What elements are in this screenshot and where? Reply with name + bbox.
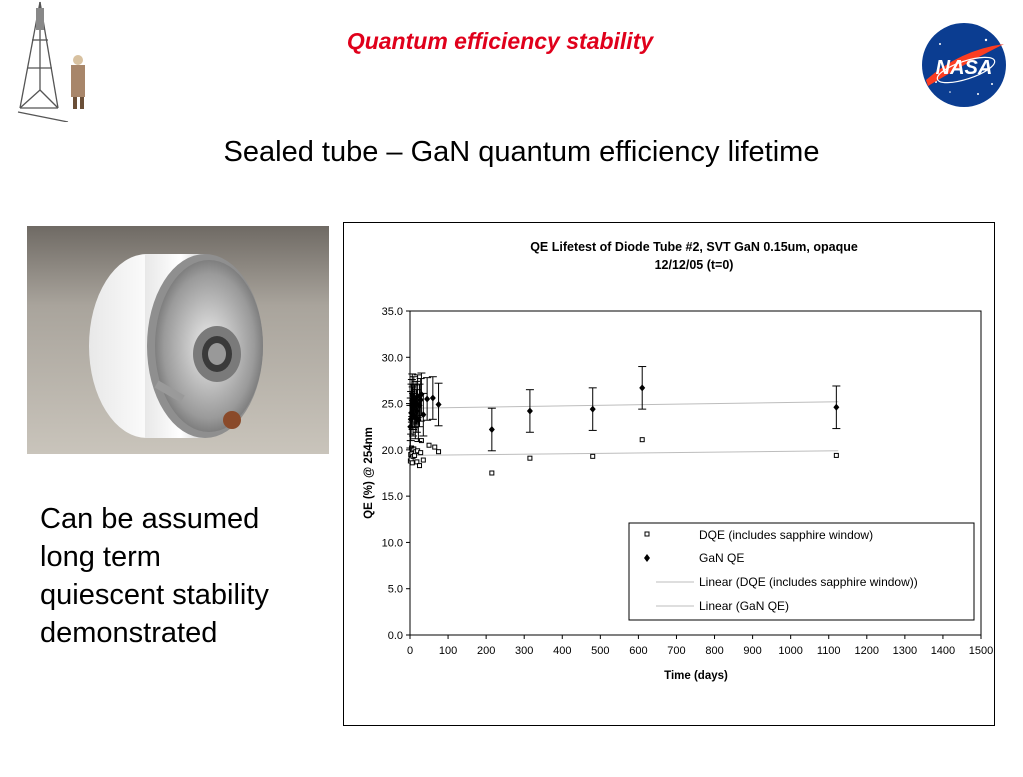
x-tick-label: 1400: [931, 645, 955, 657]
dqe-point: [420, 457, 426, 463]
y-tick-label: 20.0: [382, 445, 403, 457]
legend-label-dqe: DQE (includes sapphire window): [699, 528, 873, 542]
legend-box: [628, 522, 975, 621]
x-tick-label: 400: [553, 645, 571, 657]
dqe-point: [590, 453, 596, 459]
legend-label-gan: GaN QE: [699, 551, 744, 565]
gan-point: [424, 395, 431, 403]
chart-subtitle: 12/12/05 (t=0): [655, 258, 734, 272]
nasa-logo-icon: NASA: [922, 23, 1006, 107]
caption-line: demonstrated: [40, 617, 218, 649]
dqe-point: [417, 463, 423, 469]
dqe-point: [527, 455, 533, 461]
legend-label-linear-gan: Linear (GaN QE): [699, 599, 789, 613]
x-tick-label: 1100: [817, 645, 841, 657]
x-tick-label: 1300: [893, 645, 917, 657]
caption-line: quiescent stability: [40, 579, 269, 611]
x-tick-label: 1200: [855, 645, 879, 657]
gan-point: [429, 394, 436, 402]
x-tick-label: 200: [477, 645, 495, 657]
x-tick-label: 600: [629, 645, 647, 657]
x-axis-label: Time (days): [664, 670, 728, 682]
y-tick-label: 5.0: [388, 584, 403, 596]
y-axis-label: QE (%) @ 254nm: [363, 427, 375, 519]
dqe-point: [489, 470, 495, 476]
y-tick-label: 10.0: [382, 537, 403, 549]
gan-point: [410, 411, 417, 419]
x-tick-label: 700: [667, 645, 685, 657]
gan-point: [639, 384, 646, 392]
chart-title: QE Lifetest of Diode Tube #2, SVT GaN 0.…: [530, 240, 858, 254]
slide-subtitle: Sealed tube – GaN quantum efficiency lif…: [223, 136, 820, 168]
legend-marker-dqe: [644, 531, 650, 537]
chart-frame: QE Lifetest of Diode Tube #2, SVT GaN 0.…: [343, 222, 995, 726]
x-tick-label: 0: [407, 645, 413, 657]
gan-point: [589, 405, 596, 413]
plot-area: [409, 310, 982, 636]
caption-line: long term: [40, 541, 161, 573]
dqe-point: [414, 459, 420, 465]
x-tick-label: 800: [705, 645, 723, 657]
x-tick-label: 100: [439, 645, 457, 657]
gan-point: [435, 400, 442, 408]
legend-marker-gan: [644, 554, 650, 562]
dqe-point: [409, 460, 415, 466]
dqe-point: [418, 450, 424, 456]
gan-point: [420, 411, 427, 419]
y-tick-label: 30.0: [382, 352, 403, 364]
y-tick-label: 35.0: [382, 306, 403, 318]
slide-title: Quantum efficiency stability: [346, 28, 654, 54]
gan-point: [417, 396, 424, 404]
nasa-logo-text: NASA: [936, 57, 993, 79]
dqe-point: [639, 437, 645, 443]
trendline: [409, 401, 839, 409]
rocket-logo-icon: [17, 1, 85, 122]
x-tick-label: 500: [591, 645, 609, 657]
legend: DQE (includes sapphire window) GaN QE Li…: [628, 522, 975, 621]
trendline: [409, 450, 839, 456]
sealed-tube-photo: [27, 226, 329, 454]
x-tick-label: 1000: [778, 645, 802, 657]
caption: Can be assumed long term quiescent stabi…: [40, 500, 340, 652]
y-tick-label: 15.0: [382, 491, 403, 503]
gan-point: [488, 425, 495, 433]
x-tick-label: 900: [743, 645, 761, 657]
x-tick-label: 1500: [969, 645, 993, 657]
dqe-point: [436, 449, 442, 455]
dqe-point: [418, 438, 424, 444]
dqe-point: [432, 444, 438, 450]
dqe-point: [426, 442, 432, 448]
qe-lifetest-chart: QE Lifetest of Diode Tube #2, SVT GaN 0.…: [363, 240, 993, 682]
gan-point: [414, 392, 421, 400]
gan-point: [526, 407, 533, 415]
y-tick-label: 25.0: [382, 399, 403, 411]
caption-line: Can be assumed: [40, 503, 260, 535]
legend-label-linear-dqe: Linear (DQE (includes sapphire window)): [699, 575, 918, 589]
x-tick-label: 300: [515, 645, 533, 657]
y-tick-label: 0.0: [388, 630, 403, 642]
gan-point: [833, 403, 840, 411]
dqe-point: [833, 452, 839, 458]
